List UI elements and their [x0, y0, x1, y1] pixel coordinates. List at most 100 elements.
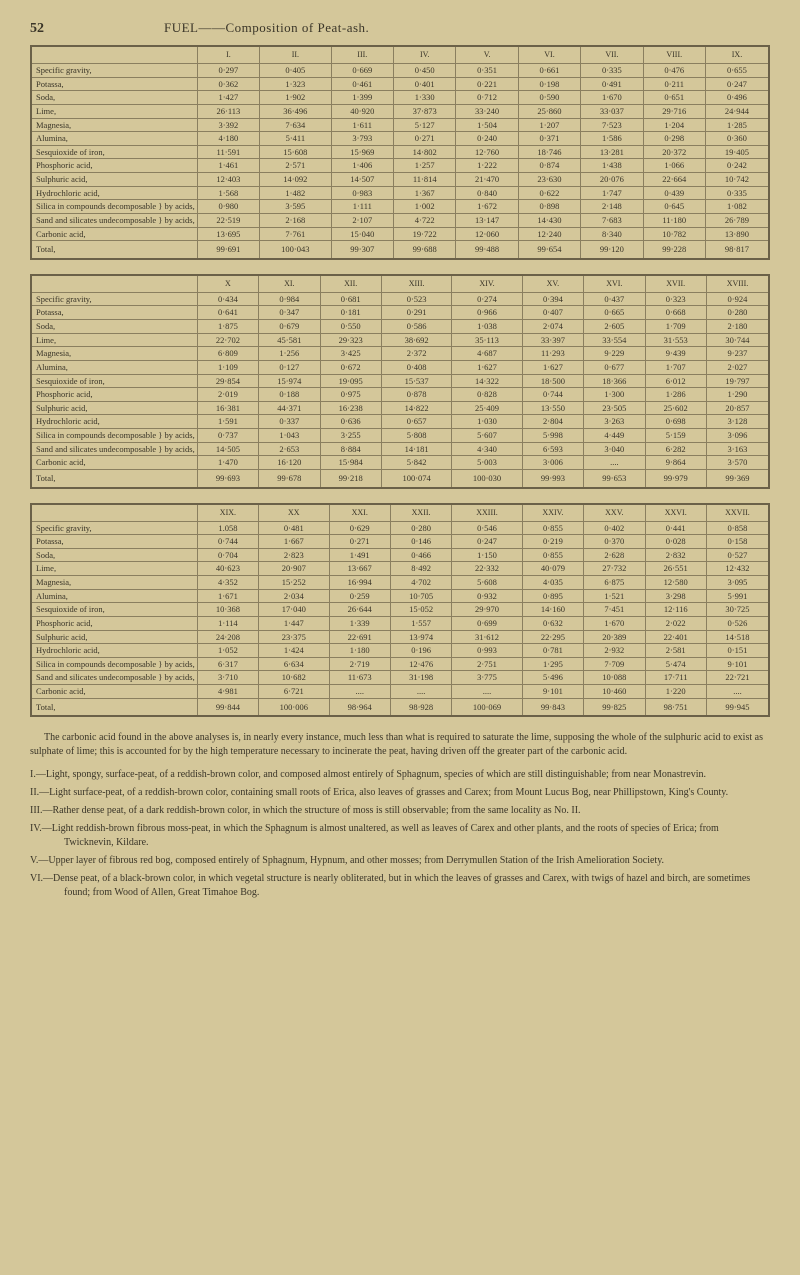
cell: 98·964	[329, 698, 390, 716]
cell: 0·323	[645, 292, 706, 306]
page-number: 52	[30, 21, 44, 37]
cell: 15·252	[259, 576, 329, 590]
cell: 0·461	[331, 77, 393, 91]
cell: 1·557	[390, 616, 451, 630]
cell: 3·298	[645, 589, 706, 603]
cell: 11·591	[197, 145, 259, 159]
row-label: Carbonic acid,	[31, 685, 197, 699]
row-label: Sulphuric acid,	[31, 173, 197, 187]
cell: 0·188	[259, 388, 320, 402]
row-label: Specific gravity,	[31, 292, 197, 306]
cell: 0·661	[518, 64, 580, 78]
cell: 10·782	[643, 227, 705, 241]
cell: 9·439	[645, 347, 706, 361]
cell: ....	[584, 456, 645, 470]
cell: 31·198	[390, 671, 451, 685]
col-header-blank	[31, 46, 197, 64]
cell: 0·476	[643, 64, 705, 78]
col-header: XIII.	[381, 275, 451, 293]
cell: 6·634	[259, 657, 329, 671]
cell: 0·151	[706, 644, 769, 658]
cell: 0·198	[518, 77, 580, 91]
col-header: II.	[260, 46, 332, 64]
cell: 0·360	[705, 132, 769, 146]
cell: 14·092	[260, 173, 332, 187]
row-label: Total,	[31, 469, 197, 487]
cell: 0·840	[456, 186, 518, 200]
table-row: Magnesia,3·3927·6341·6115·1271·5041·2077…	[31, 118, 769, 132]
col-header: XXVII.	[706, 504, 769, 522]
cell: 0·657	[381, 415, 451, 429]
cell: 100·069	[452, 698, 522, 716]
cell: 22·332	[452, 562, 522, 576]
cell: 4·352	[197, 576, 258, 590]
row-label: Soda,	[31, 91, 197, 105]
cell: 1·902	[260, 91, 332, 105]
cell: 99·844	[197, 698, 258, 716]
row-label: Specific gravity,	[31, 521, 197, 535]
cell: 3·263	[584, 415, 645, 429]
cell: 10·460	[584, 685, 645, 699]
cell: 1·207	[518, 118, 580, 132]
cell: 99·979	[645, 469, 706, 487]
cell: 25·860	[518, 104, 580, 118]
cell: 2·719	[329, 657, 390, 671]
cell: 8·884	[320, 442, 381, 456]
col-header: XVII.	[645, 275, 706, 293]
cell: 0·298	[643, 132, 705, 146]
cell: 2·074	[522, 320, 583, 334]
cell: 3·425	[320, 347, 381, 361]
cell: 4·687	[452, 347, 522, 361]
cell: 29·323	[320, 333, 381, 347]
cell: 0·434	[197, 292, 258, 306]
cell: 0·550	[320, 320, 381, 334]
cell: 1·406	[331, 159, 393, 173]
row-label: Phosphoric acid,	[31, 388, 197, 402]
cell: 0·681	[320, 292, 381, 306]
cell: 99·228	[643, 241, 705, 259]
cell: 0·370	[584, 535, 645, 549]
col-header: XVIII.	[706, 275, 769, 293]
cell: 0·645	[643, 200, 705, 214]
note-item: V.—Upper layer of fibrous red bog, compo…	[30, 854, 770, 868]
table-row: Carbonic acid,13·6957·76115·04019·72212·…	[31, 227, 769, 241]
cell: 0·247	[452, 535, 522, 549]
cell: 12·403	[197, 173, 259, 187]
cell: 31·553	[645, 333, 706, 347]
row-label: Silica in compounds decomposable } by ac…	[31, 200, 197, 214]
table-row: Sesquioxide of iron,11·59115·60815·96914…	[31, 145, 769, 159]
cell: 0·980	[197, 200, 259, 214]
cell: 1·323	[260, 77, 332, 91]
col-header: X	[197, 275, 258, 293]
cell: 23·630	[518, 173, 580, 187]
cell: 1·611	[331, 118, 393, 132]
cell: 0·932	[452, 589, 522, 603]
cell: 1·257	[394, 159, 456, 173]
cell: 6·809	[197, 347, 258, 361]
cell: 0·629	[329, 521, 390, 535]
cell: 2·168	[260, 213, 332, 227]
cell: 44·371	[259, 401, 320, 415]
cell: 2·653	[259, 442, 320, 456]
cell: 36·496	[260, 104, 332, 118]
cell: 7·761	[260, 227, 332, 241]
cell: 2·180	[706, 320, 769, 334]
cell: 29·970	[452, 603, 522, 617]
table-row: Silica in compounds decomposable } by ac…	[31, 200, 769, 214]
table-row: Alumina,4·1805·4113·7930·2710·2400·3711·…	[31, 132, 769, 146]
cell: 14·160	[522, 603, 583, 617]
cell: 1·482	[260, 186, 332, 200]
table-row: Carbonic acid,4·9816·721............9·10…	[31, 685, 769, 699]
cell: 26·113	[197, 104, 259, 118]
col-header: XVI.	[584, 275, 645, 293]
cell: 5·474	[645, 657, 706, 671]
cell: 15·537	[381, 374, 451, 388]
cell: 0·362	[197, 77, 259, 91]
cell: 4·449	[584, 429, 645, 443]
cell: 1·504	[456, 118, 518, 132]
cell: 0·407	[522, 306, 583, 320]
cell: 2·823	[259, 548, 329, 562]
cell: 2·027	[706, 360, 769, 374]
table-row: Specific gravity,1.0580·4810·6290·2800·5…	[31, 521, 769, 535]
cell: 0·679	[259, 320, 320, 334]
